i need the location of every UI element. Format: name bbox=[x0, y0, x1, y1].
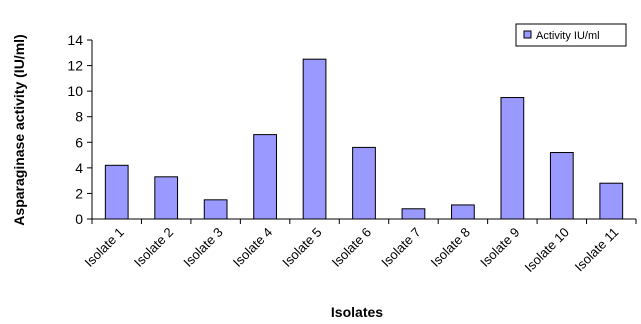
bar bbox=[500, 97, 525, 220]
x-tick-label: Isolate 3 bbox=[180, 225, 225, 270]
x-tick-label: Isolate 1 bbox=[81, 225, 126, 270]
bar bbox=[401, 208, 426, 220]
legend-box bbox=[515, 23, 627, 47]
y-tick-label: 4 bbox=[75, 160, 83, 176]
y-tick-label: 8 bbox=[75, 109, 83, 125]
x-tick-label: Isolate 8 bbox=[428, 225, 473, 270]
bar bbox=[451, 204, 475, 220]
bar bbox=[203, 199, 228, 220]
y-tick-label: 2 bbox=[75, 185, 83, 201]
bar bbox=[599, 182, 624, 220]
x-axis: Isolate 1 Isolate 2 Isolate 3 Isolate 4 Isol… bbox=[81, 218, 637, 275]
legend: Activity IU/ml bbox=[515, 23, 627, 47]
y-axis-title: Asparaginase activity (IU/ml) bbox=[11, 34, 27, 225]
x-tick-label: Isolate 5 bbox=[279, 225, 324, 270]
y-tick-label: 0 bbox=[75, 211, 83, 227]
bar bbox=[549, 152, 574, 220]
bar bbox=[154, 176, 179, 220]
y-tick-label: 12 bbox=[67, 58, 83, 74]
x-tick-label: Isolate 2 bbox=[131, 225, 176, 270]
y-axis: 0 2 4 6 8 10 12 14 bbox=[67, 32, 93, 227]
y-tick-label: 14 bbox=[67, 32, 83, 48]
x-tick-label: Isolate 7 bbox=[378, 225, 423, 270]
y-tick-label: 10 bbox=[67, 83, 83, 99]
bars bbox=[104, 58, 624, 220]
bar bbox=[352, 146, 376, 220]
x-tick-label: Isolate 11 bbox=[572, 225, 622, 275]
x-axis-title: Isolates bbox=[331, 304, 383, 320]
x-tick-label: Isolate 4 bbox=[230, 225, 275, 270]
bar bbox=[253, 134, 277, 220]
y-tick-label: 6 bbox=[75, 134, 83, 150]
legend-label: Activity IU/ml bbox=[536, 30, 600, 42]
x-tick-label: Isolate 10 bbox=[521, 225, 571, 275]
bar bbox=[104, 164, 129, 220]
x-tick-label: Isolate 6 bbox=[329, 225, 374, 270]
legend-swatch bbox=[523, 30, 532, 39]
bar bbox=[302, 58, 327, 220]
x-tick-label: Isolate 9 bbox=[477, 225, 522, 270]
